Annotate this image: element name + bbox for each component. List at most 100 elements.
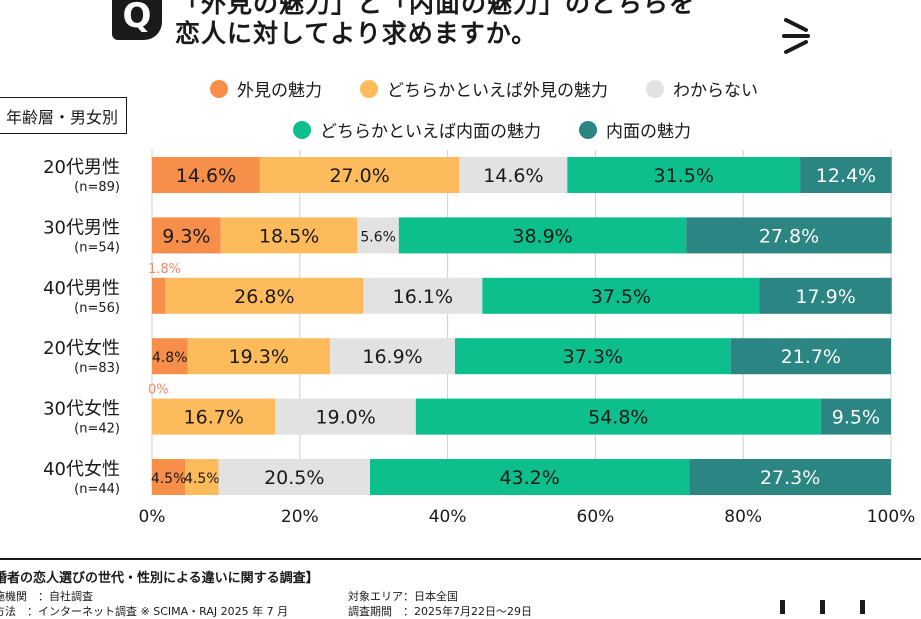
legend-row-2: どちらかといえば内面の魅力 内面の魅力: [293, 117, 729, 142]
bar-segment: [152, 217, 221, 254]
bar-segment: [259, 157, 460, 193]
data-label: 26.8%: [234, 286, 294, 308]
data-label: 20.5%: [264, 467, 324, 489]
category-label: 40代男性: [43, 278, 120, 299]
brand-logo-icon: [780, 600, 865, 614]
bar-segment: [357, 217, 399, 254]
data-label: 17.9%: [795, 286, 855, 308]
sample-size-label: (n=89): [74, 180, 120, 195]
category-label: 40代女性: [43, 459, 120, 480]
data-label: 12.4%: [816, 165, 876, 187]
data-label: 16.7%: [184, 407, 244, 429]
bar-segment: [759, 277, 892, 314]
bar-segment: [218, 459, 371, 495]
data-label: 37.5%: [591, 286, 651, 308]
legend-item-appearance: 外見の魅力: [210, 76, 322, 101]
legend-item-somewhat-inner: どちらかといえば内面の魅力: [293, 117, 541, 142]
bar-segment: [330, 338, 455, 375]
bar-segment: [152, 398, 276, 435]
bar-segment: [482, 277, 760, 314]
data-label: 16.9%: [362, 346, 422, 368]
chart-title-line1: 「外見の魅力」と「内面の魅力」のどちらを: [175, 0, 696, 18]
data-label: 9.5%: [832, 407, 880, 429]
bar-segment: [459, 157, 568, 193]
x-tick-label: 40%: [429, 507, 467, 527]
legend-label-somewhat-inner: どちらかといえば内面の魅力: [320, 122, 541, 142]
bar-segment: [370, 459, 690, 495]
data-label: 54.8%: [588, 407, 648, 429]
category-label: 20代男性: [43, 157, 120, 178]
sample-size-label: (n=54): [74, 240, 120, 255]
emphasis-spark-icon: [782, 18, 810, 54]
bar-segment: [152, 157, 260, 193]
sample-size-label: (n=42): [74, 422, 120, 437]
legend-label-appearance: 外見の魅力: [237, 81, 322, 101]
legend-dot-unknown: [646, 79, 664, 98]
stacked-bar-chart: 0% 20% 40% 60% 80% 100% 20代男性 (n=89) 14.6% 27.0% 1…: [43, 150, 916, 527]
data-label: 4.5%: [184, 471, 220, 487]
bar-segment: [800, 157, 892, 193]
x-tick-label: 60%: [577, 507, 615, 527]
small-data-label: 1.8%: [148, 262, 181, 277]
data-label: 18.5%: [259, 225, 319, 247]
legend-dot-somewhat-appearance: [360, 79, 378, 98]
legend-label-somewhat-appearance: どちらかといえば外見の魅力: [387, 81, 608, 101]
legend-label-inner: 内面の魅力: [606, 122, 691, 142]
x-tick-label: 20%: [281, 507, 319, 527]
sample-size-label: (n=83): [74, 361, 120, 376]
footer-area: 対象エリア：日本全国: [348, 590, 458, 603]
data-label: 27.8%: [759, 225, 819, 247]
sample-size-label: (n=56): [74, 301, 120, 316]
category-label: 20代女性: [43, 338, 120, 359]
bar-segment: [398, 217, 687, 254]
small-data-label: 0%: [148, 383, 169, 398]
question-mark: Q: [122, 0, 152, 36]
legend-item-somewhat-appearance: どちらかといえば外見の魅力: [360, 76, 608, 101]
data-label: 38.9%: [512, 225, 572, 247]
bar-segment: [689, 459, 891, 495]
bar-segment: [152, 277, 166, 314]
bar-segment: [415, 398, 821, 435]
data-label: 14.6%: [176, 165, 236, 187]
bar-segment: [820, 398, 891, 435]
bar-segment: [686, 217, 892, 254]
legend-label-unknown: わからない: [673, 81, 758, 101]
legend-dot-somewhat-inner: [293, 120, 311, 139]
legend-item-unknown: わからない: [646, 76, 758, 101]
bar-segment: [185, 459, 219, 495]
footer-divider: [0, 558, 921, 560]
data-label: 9.3%: [162, 225, 210, 247]
bar-segment: [152, 459, 186, 495]
legend-dot-inner: [579, 120, 597, 139]
data-label: 27.0%: [329, 165, 389, 187]
category-label: 30代女性: [43, 399, 120, 420]
data-label: 37.3%: [563, 346, 623, 368]
footer-method: 方法 ：インターネット調査 ※ SCIMA・RAJ 2025 年 7 月: [0, 605, 289, 618]
legend-row-1: 外見の魅力 どちらかといえば外見の魅力 わからない: [210, 76, 796, 101]
footer-institution: 施機関 ：自社調査: [0, 590, 93, 603]
bar-segment: [275, 398, 416, 435]
bar-segment: [152, 338, 188, 375]
data-label: 19.3%: [229, 346, 289, 368]
data-label: 43.2%: [499, 467, 559, 489]
data-label: 27.3%: [760, 467, 820, 489]
data-label: 14.6%: [483, 165, 543, 187]
data-label: 5.6%: [360, 229, 396, 245]
chart-title-line2: 恋人に対してより求めますか。: [175, 19, 538, 48]
bar-segment: [363, 277, 483, 314]
bar-segment: [454, 338, 731, 375]
data-label: 19.0%: [315, 407, 375, 429]
footer-title: 婚者の恋人選びの世代・性別による違いに関する調査】: [0, 571, 319, 586]
x-tick-label: 0%: [139, 507, 166, 527]
data-label: 21.7%: [781, 346, 841, 368]
filter-label: 年齢層・男女別: [0, 97, 127, 134]
legend-dot-appearance: [210, 79, 228, 98]
data-label: 16.1%: [393, 286, 453, 308]
category-label: 30代男性: [43, 217, 120, 238]
data-label: 4.5%: [151, 471, 187, 487]
bar-segment: [187, 338, 331, 375]
data-label: 31.5%: [654, 165, 714, 187]
x-tick-label: 100%: [867, 507, 916, 527]
bar-segment: [730, 338, 891, 375]
bar-segment: [567, 157, 801, 193]
